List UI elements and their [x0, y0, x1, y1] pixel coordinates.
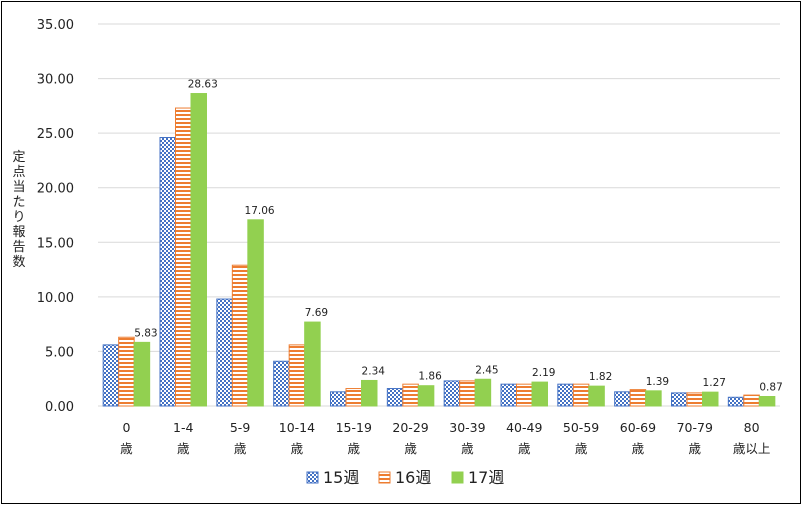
x-tick-label: 歳: [461, 441, 474, 456]
bar: [133, 341, 151, 407]
x-tick-label: 5-9: [230, 420, 250, 435]
bar: [288, 344, 306, 407]
legend-label: 17週: [468, 468, 504, 487]
bar: [102, 344, 120, 407]
data-label: 7.69: [305, 307, 328, 319]
bar: [588, 385, 605, 407]
y-axis-label: 定点当たり報告数: [12, 150, 25, 270]
bar: [247, 219, 264, 407]
legend-swatch: [378, 471, 391, 484]
x-tick-label: 歳: [347, 441, 360, 456]
bar: [159, 137, 176, 407]
x-tick-label: 歳: [688, 441, 701, 456]
gridlines: [98, 23, 780, 407]
bar: [727, 396, 745, 407]
data-label: 28.63: [188, 79, 218, 91]
x-tick-label: 70-79: [677, 420, 713, 435]
bar: [190, 93, 207, 407]
x-tick-label: 歳: [177, 441, 190, 456]
bar: [645, 390, 662, 407]
x-tick-label: 歳: [120, 441, 133, 456]
bar: [516, 383, 533, 407]
bar: [216, 298, 233, 407]
bar: [402, 383, 419, 407]
x-tick-label: 0: [122, 420, 130, 435]
data-label: 2.45: [475, 364, 498, 376]
x-tick-label: 30-39: [449, 420, 485, 435]
x-axis-category-labels: 0 歳 1-4 歳 5-9 歳 10-14 歳 15-19 歳 20-29 歳 30-39 歳 40-49 歳…: [120, 420, 770, 456]
bar: [743, 394, 760, 407]
legend-label: 15週: [323, 468, 359, 487]
bar: [474, 378, 492, 407]
x-tick-label: 歳: [575, 441, 588, 456]
bar: [231, 264, 249, 407]
x-tick-label: 20-29: [392, 420, 428, 435]
bar: [443, 380, 461, 407]
data-label: 1.82: [589, 371, 612, 383]
x-tick-label: 15-19: [336, 420, 372, 435]
bar: [361, 379, 378, 407]
bar: [304, 321, 321, 407]
x-tick-label: 60-69: [620, 420, 656, 435]
bar: [459, 380, 476, 407]
data-label: 2.34: [362, 365, 386, 377]
bar: [531, 381, 548, 407]
y-tick-label: 15.00: [37, 236, 74, 251]
x-tick-label: 歳: [291, 441, 304, 456]
bar: [702, 391, 719, 407]
bar: [500, 383, 517, 407]
bar: [118, 336, 135, 407]
data-label: 0.87: [759, 382, 782, 394]
x-tick-label: 40-49: [506, 420, 542, 435]
bar: [758, 396, 776, 407]
bars: [102, 93, 776, 407]
bar: [345, 388, 362, 407]
bar: [175, 107, 192, 407]
x-tick-label: 歳以上: [733, 441, 771, 456]
data-labels: 5.83 28.63 17.06 7.69 2.34 1.86 2.45 2.19 1.82 1.…: [134, 79, 783, 394]
y-tick-label: 35.00: [37, 18, 74, 33]
legend-label: 16週: [395, 468, 431, 487]
x-tick-label: 歳: [404, 441, 417, 456]
bar: [614, 391, 631, 407]
data-label: 1.27: [703, 377, 726, 389]
y-tick-label: 20.00: [37, 182, 74, 197]
data-label: 1.39: [646, 376, 669, 388]
x-tick-label: 歳: [632, 441, 645, 456]
legend: 15週 16週 17週: [306, 468, 504, 487]
bar: [330, 391, 347, 407]
data-label: 1.86: [418, 371, 442, 383]
data-label: 2.19: [532, 367, 555, 379]
bar: [686, 392, 703, 407]
legend-swatch: [306, 471, 319, 484]
bar: [273, 360, 290, 407]
x-tick-label: 10-14: [279, 420, 315, 435]
x-tick-label: 1-4: [173, 420, 193, 435]
legend-swatch: [451, 471, 464, 484]
y-tick-label: 25.00: [37, 127, 74, 142]
bar: [557, 383, 574, 407]
x-tick-label: 50-59: [563, 420, 599, 435]
x-tick-label: 80: [744, 420, 760, 435]
data-label: 17.06: [245, 205, 275, 217]
y-tick-label: 0.00: [45, 400, 74, 415]
bar: [386, 388, 404, 407]
bar: [671, 392, 688, 407]
y-axis-tick-labels: 0.00 5.00 10.00 15.00 20.00 25.00 30.00 35.00: [37, 18, 74, 415]
bar: [629, 389, 647, 407]
y-tick-label: 10.00: [37, 291, 74, 306]
bar: [417, 385, 435, 407]
y-tick-label: 30.00: [37, 73, 74, 88]
data-label: 5.83: [134, 327, 157, 339]
y-tick-label: 5.00: [45, 345, 74, 360]
bar: [572, 383, 590, 407]
x-tick-label: 歳: [518, 441, 531, 456]
x-tick-label: 歳: [234, 441, 247, 456]
